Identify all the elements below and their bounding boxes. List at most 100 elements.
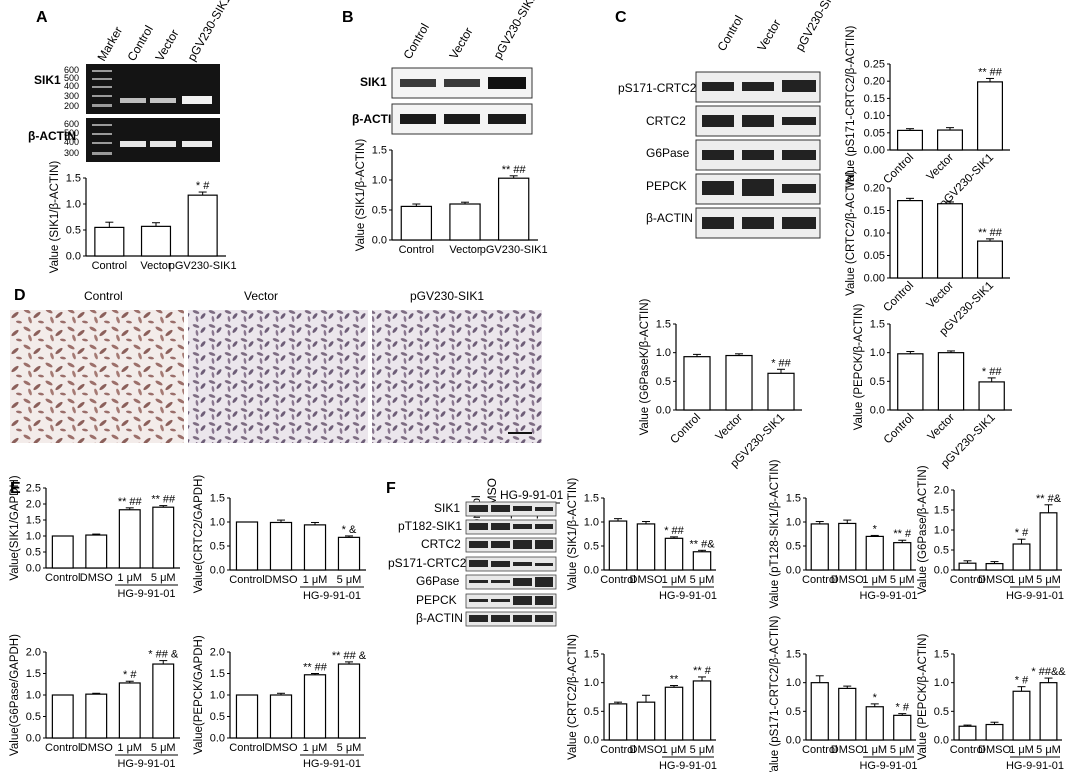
significance-label: * ## & [148, 649, 179, 661]
group-label: HG-9-91-01 [1006, 590, 1064, 602]
y-tick-label: 1.5 [26, 515, 41, 527]
y-tick-label: 0.5 [210, 541, 225, 553]
blot-band [782, 80, 816, 92]
blot-band [742, 179, 774, 196]
blot-strip [465, 574, 557, 590]
y-tick-label: 1.0 [934, 677, 949, 689]
panel-letter-d: D [14, 287, 26, 304]
x-tick-label: Control [950, 744, 985, 756]
significance-label: ** # [693, 665, 712, 677]
bar [725, 354, 753, 411]
y-axis-label: Value(PEPCK/GAPDH) [193, 635, 205, 754]
y-tick-label: 1.5 [210, 668, 225, 680]
blot-band [702, 217, 734, 229]
group-label: HG-9-91-01 [303, 758, 361, 770]
blot-lane-label: Control [714, 13, 745, 54]
blot-band [491, 615, 510, 622]
y-tick-label: 0.00 [864, 145, 885, 157]
bar-chart-f5: 0.0 0.5 1.0 1.5 Value (pS171-CRTC2/β-ACTIN) C… [769, 615, 918, 777]
blot-band [535, 540, 553, 549]
x-tick-label: DMSO [630, 574, 663, 586]
x-tick-label: Control [802, 744, 837, 756]
blot-row-label: G6Pase [646, 146, 690, 160]
marker-tick-label: 400 [64, 81, 79, 91]
blot-band [702, 115, 734, 127]
y-tick-label: 0.0 [786, 735, 801, 747]
bar-chart-f6: 0.0 0.5 1.0 1.5 Value (PEPCK/β-ACTIN) Control… [917, 634, 1066, 772]
gel-lane-label: Marker [94, 24, 125, 63]
y-tick-label: 1.5 [786, 493, 801, 505]
blot-row-label: pT182-SIK1 [398, 519, 462, 533]
y-axis-label: Value (CRTC2/β-ACTIN) [567, 634, 579, 760]
gel-row-label: β-ACTIN [28, 129, 76, 143]
x-tick-label: 5 μM [690, 744, 715, 756]
bar [337, 536, 361, 571]
x-tick-label: Control [600, 744, 635, 756]
x-tick-label: DMSO [831, 574, 864, 586]
bar [118, 509, 141, 569]
blot-strip [465, 556, 557, 572]
y-axis-label: Value (PEPCK/β-ACTIN) [917, 634, 929, 761]
y-tick-label: 2.0 [934, 485, 949, 497]
y-tick-label: 0.0 [656, 405, 671, 417]
x-tick-label: DMSO [265, 742, 298, 754]
blot-band [469, 523, 488, 530]
blot-band [488, 114, 526, 124]
scale-bar [508, 432, 532, 434]
y-axis-label: Value(G6Pase/GAPDH) [9, 634, 21, 756]
bar [303, 524, 327, 571]
blot-band [702, 181, 734, 195]
blot-band [513, 562, 532, 566]
bar [1012, 690, 1031, 741]
x-tick-label: Vector [925, 280, 957, 312]
group-label: HG-9-91-01 [659, 590, 717, 602]
y-tick-label: 0.5 [26, 711, 41, 723]
bar [664, 537, 684, 571]
panel-b-blot: Control Vector pGV230-SIK1 SIK1 β-ACTIN [352, 0, 540, 135]
blot-band [513, 524, 532, 529]
x-tick-label: 1 μM [1009, 574, 1034, 586]
blot-row-label: pS171-CRTC2 [618, 81, 697, 95]
marker-band [92, 142, 112, 144]
bar [865, 535, 884, 571]
y-tick-label: 1.5 [934, 649, 949, 661]
y-tick-label: 0.5 [372, 205, 387, 217]
bar [51, 535, 74, 569]
blot-row-label: β-ACTIN [646, 211, 693, 225]
gel-band [182, 141, 212, 147]
y-tick-label: 0.5 [786, 706, 801, 718]
x-tick-label: 1 μM [662, 744, 687, 756]
y-axis-label: Value (pT128-SIK1/β-ACTIN) [769, 459, 781, 608]
bar [269, 521, 293, 571]
x-tick-label: DMSO [831, 744, 864, 756]
blot-band [469, 599, 488, 602]
significance-label: ** # [893, 528, 912, 540]
gel-band [150, 98, 176, 103]
x-tick-label: 1 μM [303, 574, 328, 586]
significance-label: ** ## [978, 227, 1003, 239]
y-tick-label: 0.5 [934, 545, 949, 557]
blot-band [535, 507, 553, 511]
y-tick-label: 1.0 [372, 175, 387, 187]
bar [152, 506, 175, 569]
panel-letter-c: C [615, 9, 627, 26]
y-tick-label: 0.05 [864, 127, 885, 139]
bar [85, 693, 108, 739]
y-axis-label: Value (G6PaseK/β-ACTIN) [639, 298, 651, 435]
y-tick-label: 1.0 [66, 199, 81, 211]
bar [893, 542, 912, 571]
gel-band [182, 96, 212, 104]
panel-f-blot: Control DMSO HG-9-91-01 1 μM 5 μM SIK1 p… [388, 478, 564, 627]
x-tick-label: 5 μM [151, 742, 176, 754]
y-axis-label: Value (G6Pase/β-ACTIN) [917, 465, 929, 594]
x-tick-label: DMSO [80, 742, 113, 754]
gel-band [150, 141, 176, 147]
blot-row-label: SIK1 [360, 75, 387, 89]
significance-label: ** ## & [332, 650, 367, 662]
x-tick-label: 5 μM [1036, 574, 1061, 586]
significance-label: ** #& [689, 538, 715, 550]
y-tick-label: 1.5 [66, 173, 81, 185]
bar [936, 129, 963, 151]
blot-strip [465, 501, 557, 517]
x-tick-label: DMSO [80, 572, 113, 584]
